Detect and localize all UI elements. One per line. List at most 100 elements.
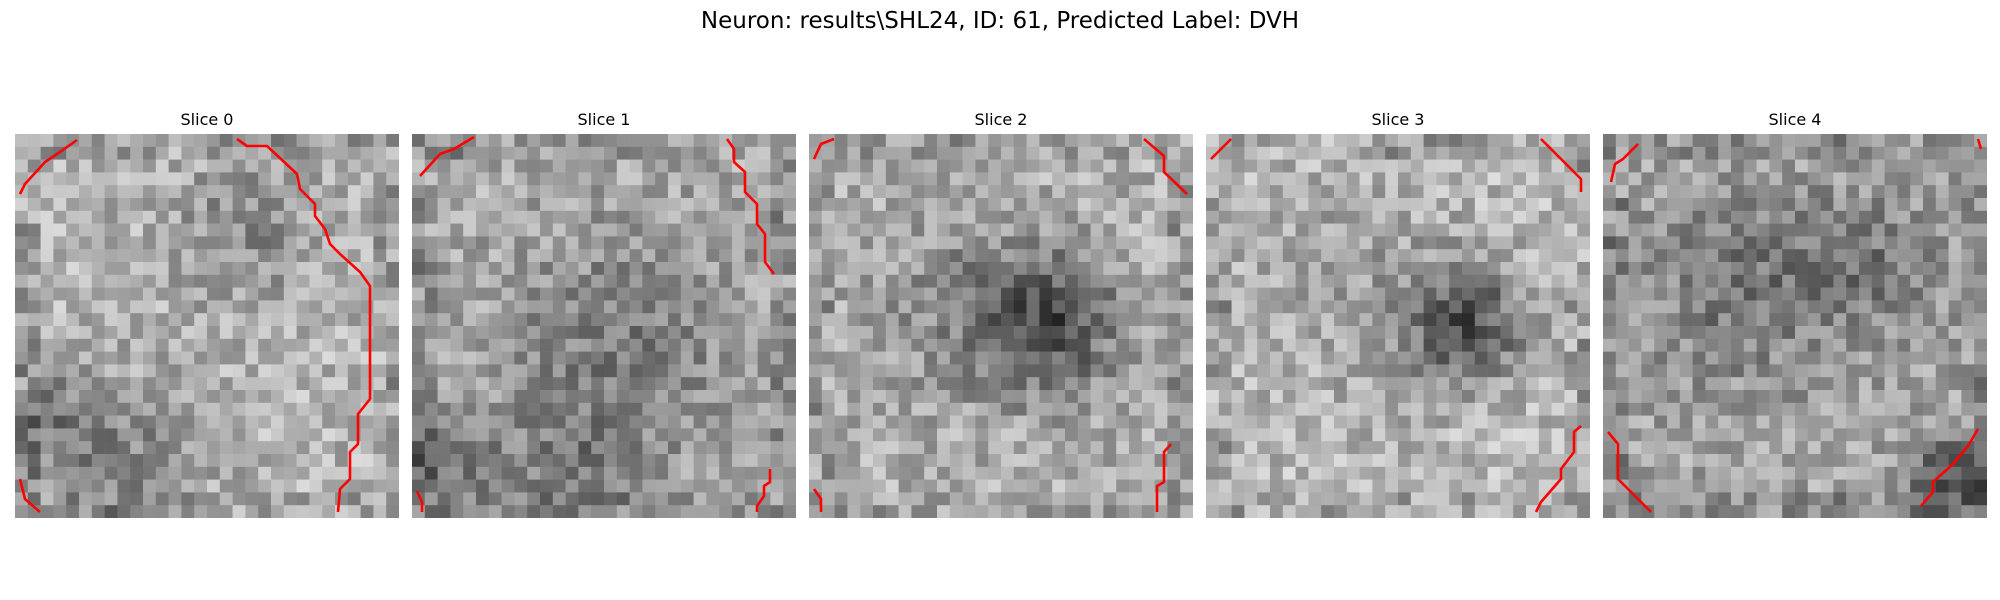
- pixel-cell: [1334, 492, 1348, 506]
- pixel-cell: [1935, 236, 1949, 250]
- pixel-cell: [412, 146, 426, 160]
- pixel-cell: [1897, 159, 1911, 173]
- pixel-cell: [1116, 274, 1130, 288]
- pixel-cell: [1884, 236, 1898, 250]
- pixel-cell: [322, 262, 336, 276]
- pixel-cell: [1257, 134, 1271, 148]
- pixel-cell: [873, 338, 887, 352]
- contour-overlay: [18, 478, 41, 513]
- pixel-cell: [1795, 454, 1809, 468]
- pixel-cell: [1295, 223, 1309, 237]
- pixel-cell: [1141, 274, 1155, 288]
- pixel-cell: [1218, 159, 1232, 173]
- pixel-cell: [873, 134, 887, 148]
- pixel-cell: [1026, 210, 1040, 224]
- pixel-cell: [501, 134, 515, 148]
- pixel-cell: [1308, 441, 1322, 455]
- pixel-cell: [937, 210, 951, 224]
- pixel-cell: [1897, 390, 1911, 404]
- pixel-cell: [924, 466, 938, 480]
- pixel-cell: [1935, 287, 1949, 301]
- pixel-cell: [821, 466, 835, 480]
- pixel-cell: [79, 223, 93, 237]
- pixel-cell: [552, 313, 566, 327]
- pixel-cell: [680, 249, 694, 263]
- pixel-cell: [552, 377, 566, 391]
- pixel-cell: [1641, 249, 1655, 263]
- pixel-cell: [450, 428, 464, 442]
- pixel-cell: [488, 249, 502, 263]
- pixel-cell: [1526, 134, 1540, 148]
- pixel-cell: [1385, 492, 1399, 506]
- pixel-cell: [629, 338, 643, 352]
- pixel-cell: [219, 492, 233, 506]
- pixel-cell: [1013, 351, 1027, 365]
- pixel-cell: [1897, 134, 1911, 148]
- pixel-cell: [207, 185, 221, 199]
- pixel-cell: [1564, 402, 1578, 416]
- pixel-cell: [1910, 249, 1924, 263]
- pixel-cell: [1180, 300, 1193, 314]
- pixel-cell: [476, 492, 490, 506]
- pixel-cell: [1692, 338, 1706, 352]
- pixel-cell: [1026, 428, 1040, 442]
- pixel-cell: [1039, 249, 1053, 263]
- pixel-cell: [1462, 390, 1476, 404]
- pixel-cell: [1859, 466, 1873, 480]
- pixel-cell: [655, 338, 669, 352]
- pixel-cell: [1282, 454, 1296, 468]
- pixel-cell: [655, 454, 669, 468]
- pixel-cell: [770, 402, 784, 416]
- pixel-cell: [1846, 287, 1860, 301]
- pixel-cell: [232, 287, 246, 301]
- pixel-cell: [1961, 249, 1975, 263]
- pixel-cell: [770, 287, 784, 301]
- slice-title: Slice 2: [974, 110, 1028, 129]
- pixel-cell: [1026, 402, 1040, 416]
- pixel-cell: [655, 313, 669, 327]
- pixel-cell: [412, 364, 426, 378]
- pixel-cell: [578, 390, 592, 404]
- pixel-cell: [578, 159, 592, 173]
- pixel-cell: [79, 326, 93, 340]
- pixel-cell: [1103, 300, 1117, 314]
- pixel-cell: [1538, 402, 1552, 416]
- pixel-cell: [1321, 364, 1335, 378]
- pixel-cell: [1295, 262, 1309, 276]
- pixel-cell: [1807, 390, 1821, 404]
- pixel-cell: [373, 185, 387, 199]
- pixel-cell: [1359, 402, 1373, 416]
- pixel-cell: [27, 262, 41, 276]
- pixel-cell: [680, 326, 694, 340]
- pixel-cell: [642, 364, 656, 378]
- pixel-cell: [1487, 146, 1501, 160]
- pixel-cell: [655, 236, 669, 250]
- pixel-cell: [860, 479, 874, 493]
- pixel-cell: [1065, 505, 1079, 518]
- pixel-cell: [642, 274, 656, 288]
- pixel-cell: [1577, 466, 1590, 480]
- pixel-cell: [629, 300, 643, 314]
- pixel-cell: [616, 210, 630, 224]
- pixel-cell: [155, 479, 169, 493]
- pixel-cell: [1410, 351, 1424, 365]
- pixel-cell: [1500, 262, 1514, 276]
- pixel-cell: [1743, 313, 1757, 327]
- pixel-cell: [873, 402, 887, 416]
- pixel-cell: [1257, 210, 1271, 224]
- pixel-cell: [1129, 466, 1143, 480]
- pixel-cell: [1641, 454, 1655, 468]
- pixel-cell: [476, 172, 490, 186]
- pixel-cell: [360, 338, 374, 352]
- pixel-cell: [1385, 172, 1399, 186]
- pixel-cell: [1833, 351, 1847, 365]
- pixel-cell: [1654, 262, 1668, 276]
- pixel-cell: [565, 428, 579, 442]
- pixel-cell: [591, 313, 605, 327]
- pixel-cell: [680, 210, 694, 224]
- pixel-cell: [424, 492, 438, 506]
- pixel-cell: [975, 274, 989, 288]
- pixel-cell: [1449, 274, 1463, 288]
- pixel-cell: [578, 351, 592, 365]
- pixel-cell: [1346, 479, 1360, 493]
